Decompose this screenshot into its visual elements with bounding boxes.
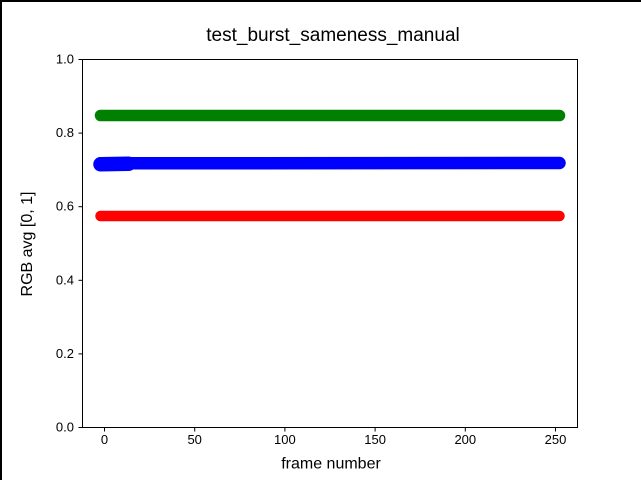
svg-text:0.8: 0.8: [56, 125, 74, 140]
svg-text:0.2: 0.2: [56, 346, 74, 361]
svg-text:test_burst_sameness_manual: test_burst_sameness_manual: [206, 25, 459, 46]
svg-text:50: 50: [187, 432, 201, 447]
svg-text:250: 250: [545, 432, 567, 447]
svg-text:200: 200: [454, 432, 476, 447]
svg-text:150: 150: [364, 432, 386, 447]
svg-text:0.4: 0.4: [56, 272, 74, 287]
svg-text:0.0: 0.0: [56, 420, 74, 435]
svg-text:frame number: frame number: [281, 456, 381, 473]
svg-text:0.6: 0.6: [56, 199, 74, 214]
svg-text:0: 0: [101, 432, 108, 447]
svg-text:1.0: 1.0: [56, 52, 74, 67]
svg-text:100: 100: [274, 432, 296, 447]
svg-text:RGB avg [0, 1]: RGB avg [0, 1]: [19, 192, 36, 297]
